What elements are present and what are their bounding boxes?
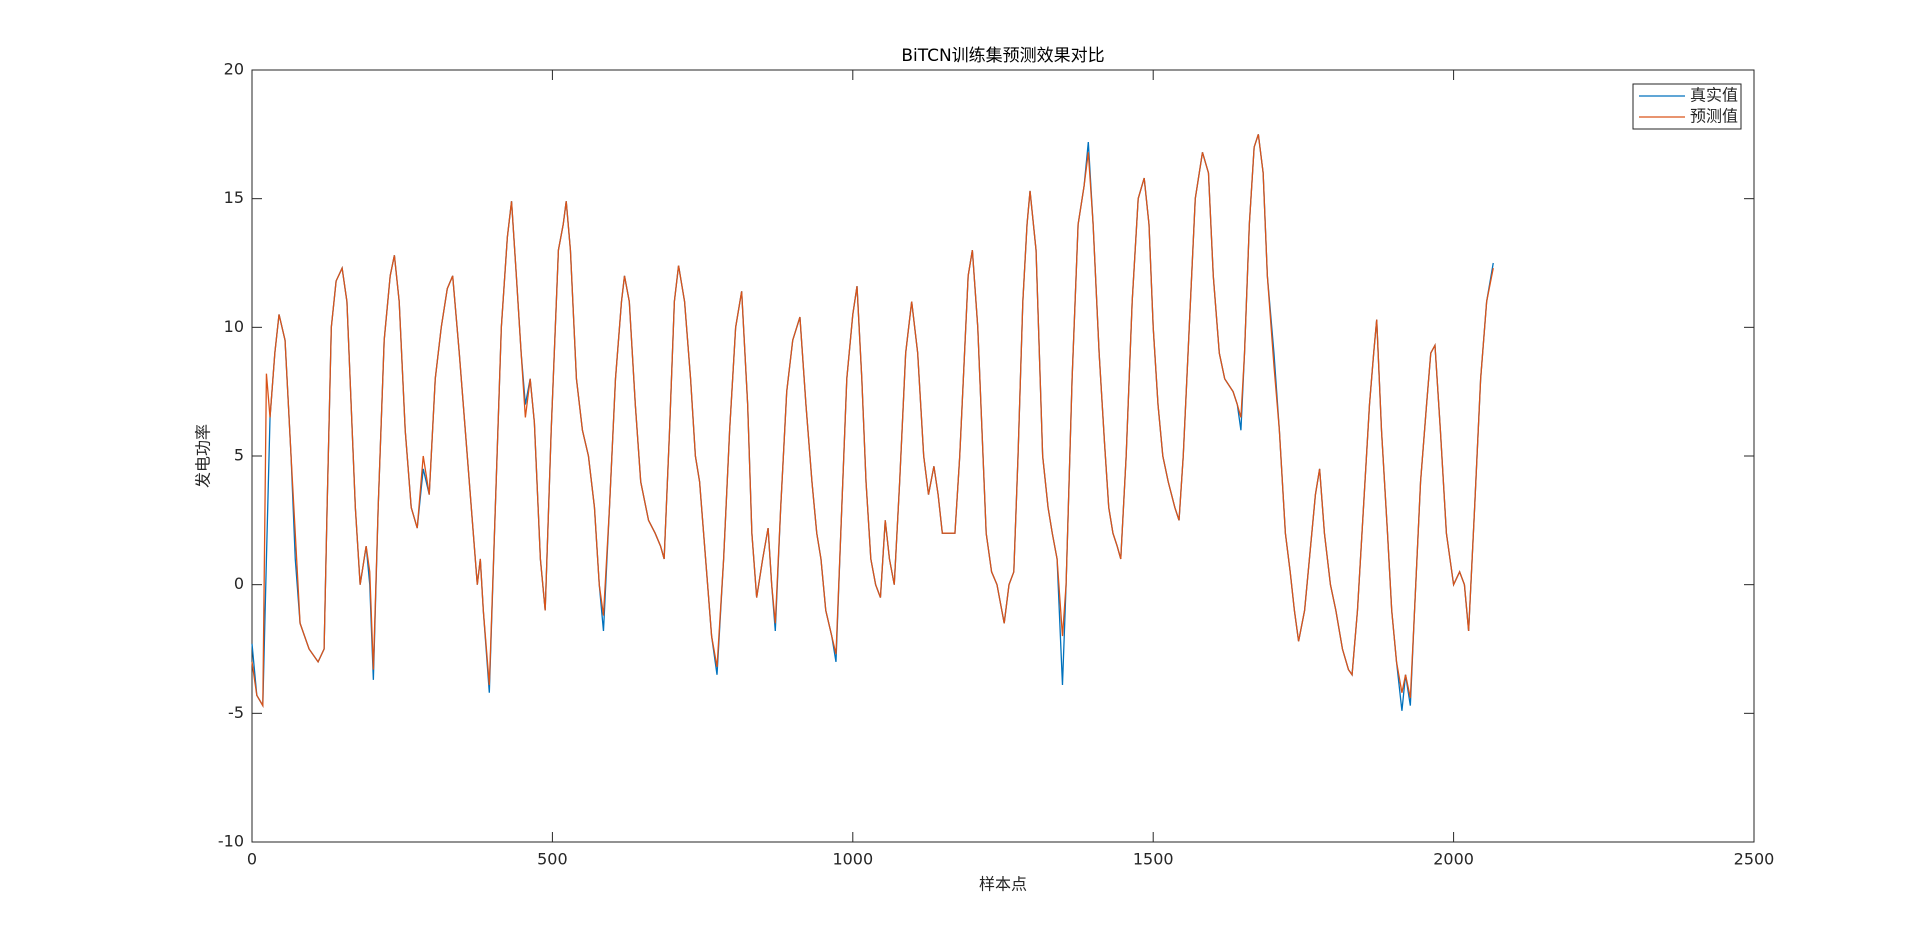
y-axis-label: 发电功率 [194,424,213,488]
x-tick-label: 1500 [1133,850,1174,869]
y-tick-label: -10 [218,832,244,851]
y-tick-label: 15 [224,188,244,207]
chart-title: BiTCN训练集预测效果对比 [901,46,1104,66]
x-tick-label: 500 [537,850,568,869]
x-tick-label: 1000 [832,850,873,869]
y-tick-label: -5 [228,703,244,722]
y-tick-label: 10 [224,317,244,336]
x-axis-label: 样本点 [979,875,1027,894]
y-tick-label: 20 [224,60,244,79]
series-line [251,134,1494,708]
y-tick-label: 5 [234,446,244,465]
plot-area [251,69,1755,843]
legend-label: 真实值 [1690,86,1738,105]
legend-box [1632,83,1742,130]
x-tick-label: 2000 [1433,850,1474,869]
legend-label: 预测值 [1690,107,1738,126]
x-tick-label: 2500 [1734,850,1775,869]
x-tick-label: 0 [247,850,257,869]
y-tick-label: 0 [234,574,244,593]
